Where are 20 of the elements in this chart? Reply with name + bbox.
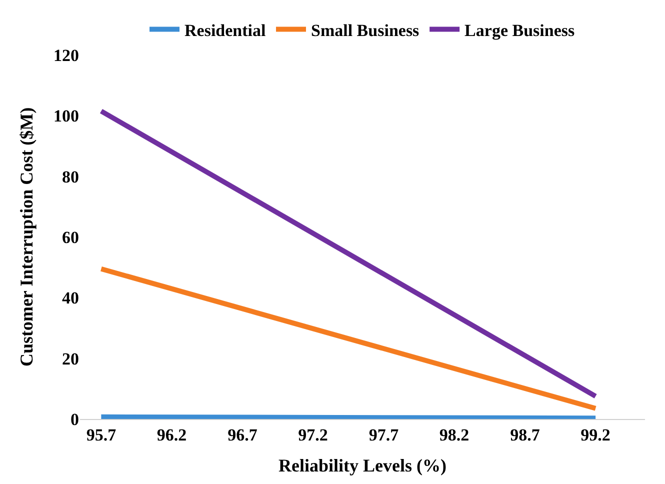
legend-label: Large Business xyxy=(464,20,575,40)
x-tick-label: 98.2 xyxy=(439,425,470,444)
x-axis-title: Reliability Levels (%) xyxy=(278,456,446,476)
y-tick-label: 0 xyxy=(70,410,79,429)
legend-label: Small Business xyxy=(311,20,420,40)
x-tick-label: 95.7 xyxy=(86,425,117,444)
legend-label: Residential xyxy=(184,20,266,40)
y-tick-label: 80 xyxy=(62,167,79,186)
y-tick-label: 20 xyxy=(62,349,79,368)
y-axis-title: Customer Interruption Cost ($M) xyxy=(16,107,37,367)
y-tick-label: 100 xyxy=(54,106,79,126)
x-tick-label: 97.2 xyxy=(298,425,328,444)
x-tick-label: 98.7 xyxy=(510,425,540,444)
x-tick-label: 99.2 xyxy=(580,425,610,444)
x-tick-label: 97.7 xyxy=(368,425,400,444)
x-tick-label: 96.7 xyxy=(228,425,258,444)
x-tick-label: 96.2 xyxy=(156,425,187,444)
y-tick-label: 120 xyxy=(54,46,79,65)
y-tick-label: 40 xyxy=(62,288,79,308)
y-tick-label: 60 xyxy=(62,228,79,247)
